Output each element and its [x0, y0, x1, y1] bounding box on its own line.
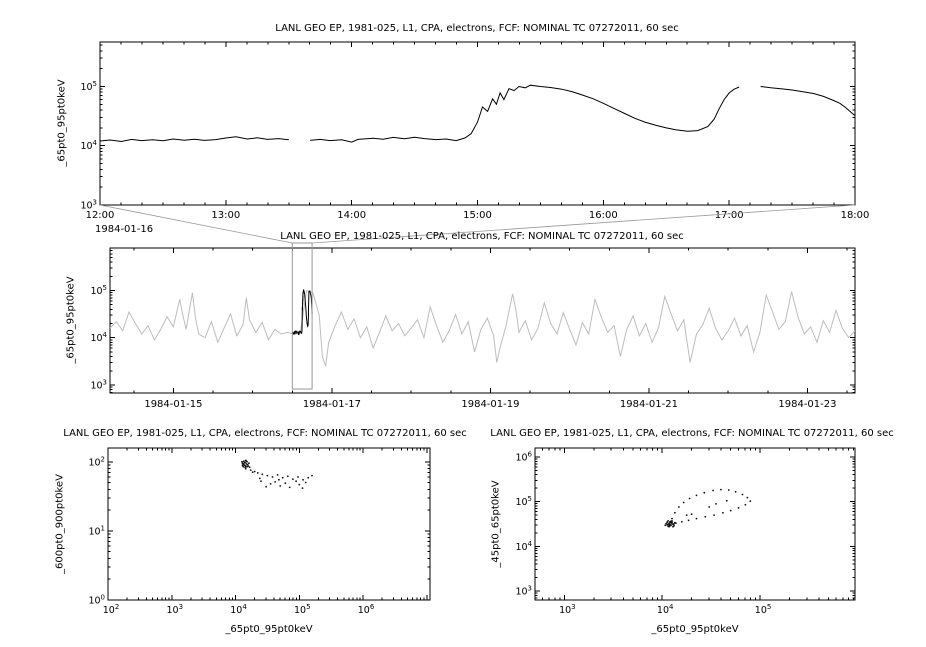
svg-text:105: 105: [515, 495, 532, 508]
svg-text:103: 103: [559, 603, 576, 616]
axis-labels: 103 104 105 103 104 105 106: [515, 450, 771, 616]
axis-ticks: [107, 448, 430, 601]
panel3-xlabel: _65pt0_95pt0keV: [225, 624, 313, 635]
svg-text:15:00: 15:00: [463, 210, 492, 221]
plot-frame: [107, 447, 431, 601]
panel1-ylabel: _65pt0_95pt0keV: [56, 79, 68, 167]
panel4-xlabel: _65pt0_95pt0keV: [651, 624, 739, 635]
axis-labels: 102 103 104 105 106 100 101 102: [88, 455, 374, 616]
svg-text:104: 104: [90, 331, 107, 344]
svg-text:102: 102: [103, 603, 120, 616]
svg-text:14:00: 14:00: [337, 210, 366, 221]
svg-text:105: 105: [80, 80, 97, 93]
panel1-title: LANL GEO EP, 1981-025, L1, CPA, electron…: [275, 23, 679, 34]
zoom-link: [99, 204, 856, 390]
scatter-points: [241, 459, 313, 489]
svg-text:103: 103: [90, 378, 107, 391]
zoom-connector-right: [312, 204, 856, 244]
svg-text:1984-01-19: 1984-01-19: [461, 399, 519, 410]
svg-text:106: 106: [358, 603, 375, 616]
svg-text:104: 104: [657, 603, 674, 616]
axis-labels: 12:00 13:00 14:00 15:00 16:00 17:00 18:00 103 10…: [80, 80, 869, 221]
svg-text:1984-01-17: 1984-01-17: [303, 399, 361, 410]
svg-text:1984-01-15: 1984-01-15: [144, 399, 202, 410]
svg-text:104: 104: [515, 540, 532, 553]
svg-text:16:00: 16:00: [589, 210, 618, 221]
panel-scatter-600-900: 102 103 104 105 106 100 101 102: [88, 447, 431, 616]
plot-frame: [99, 41, 856, 206]
svg-text:1984-01-23: 1984-01-23: [778, 399, 836, 410]
svg-text:18:00: 18:00: [841, 210, 870, 221]
axis-ticks: [535, 448, 855, 600]
panel-overview-timeseries: 1984-01-15 1984-01-17 1984-01-19 1984-01-21…: [90, 247, 856, 410]
axis-ticks: [110, 248, 855, 393]
panel1-date-label: 1984-01-16: [95, 224, 154, 235]
series-line: [109, 289, 856, 367]
panel4-title: LANL GEO EP, 1981-025, L1, CPA, electron…: [490, 428, 894, 439]
svg-text:103: 103: [80, 199, 97, 212]
svg-text:104: 104: [80, 139, 97, 152]
svg-text:101: 101: [88, 524, 105, 537]
axis-ticks: [99, 42, 856, 206]
series-line: [99, 84, 856, 143]
panel3-ylabel: _600pt0_900pt0keV: [54, 474, 66, 574]
svg-text:12:00: 12:00: [86, 210, 115, 221]
zoom-connector-left: [99, 204, 293, 244]
svg-text:106: 106: [515, 450, 532, 463]
panel3-title: LANL GEO EP, 1981-025, L1, CPA, electron…: [63, 428, 467, 439]
svg-text:100: 100: [88, 594, 105, 607]
svg-text:102: 102: [88, 455, 105, 468]
axis-labels: 1984-01-15 1984-01-17 1984-01-19 1984-01-21…: [90, 284, 836, 410]
plot-frame: [109, 247, 856, 394]
svg-text:104: 104: [230, 603, 247, 616]
panel-zoom-timeseries: 12:00 13:00 14:00 15:00 16:00 17:00 18:00 103 10…: [80, 41, 869, 221]
plot-frame: [534, 447, 856, 601]
svg-text:105: 105: [755, 603, 772, 616]
svg-text:105: 105: [294, 603, 311, 616]
svg-text:17:00: 17:00: [715, 210, 744, 221]
panel2-title: LANL GEO EP, 1981-025, L1, CPA, electron…: [280, 231, 684, 242]
panel2-ylabel: _65pt0_95pt0keV: [65, 276, 77, 364]
zoom-window-box: [291, 242, 313, 390]
svg-text:13:00: 13:00: [211, 210, 240, 221]
svg-text:105: 105: [90, 284, 107, 297]
panel-scatter-45-65: 103 104 105 103 104 105 106: [515, 447, 856, 616]
svg-text:103: 103: [166, 603, 183, 616]
svg-text:103: 103: [515, 585, 532, 598]
panel4-ylabel: _45pt0_65pt0keV: [490, 480, 502, 568]
scatter-points: [664, 488, 752, 528]
svg-text:1984-01-21: 1984-01-21: [620, 399, 678, 410]
highlight-segment: [291, 289, 313, 336]
